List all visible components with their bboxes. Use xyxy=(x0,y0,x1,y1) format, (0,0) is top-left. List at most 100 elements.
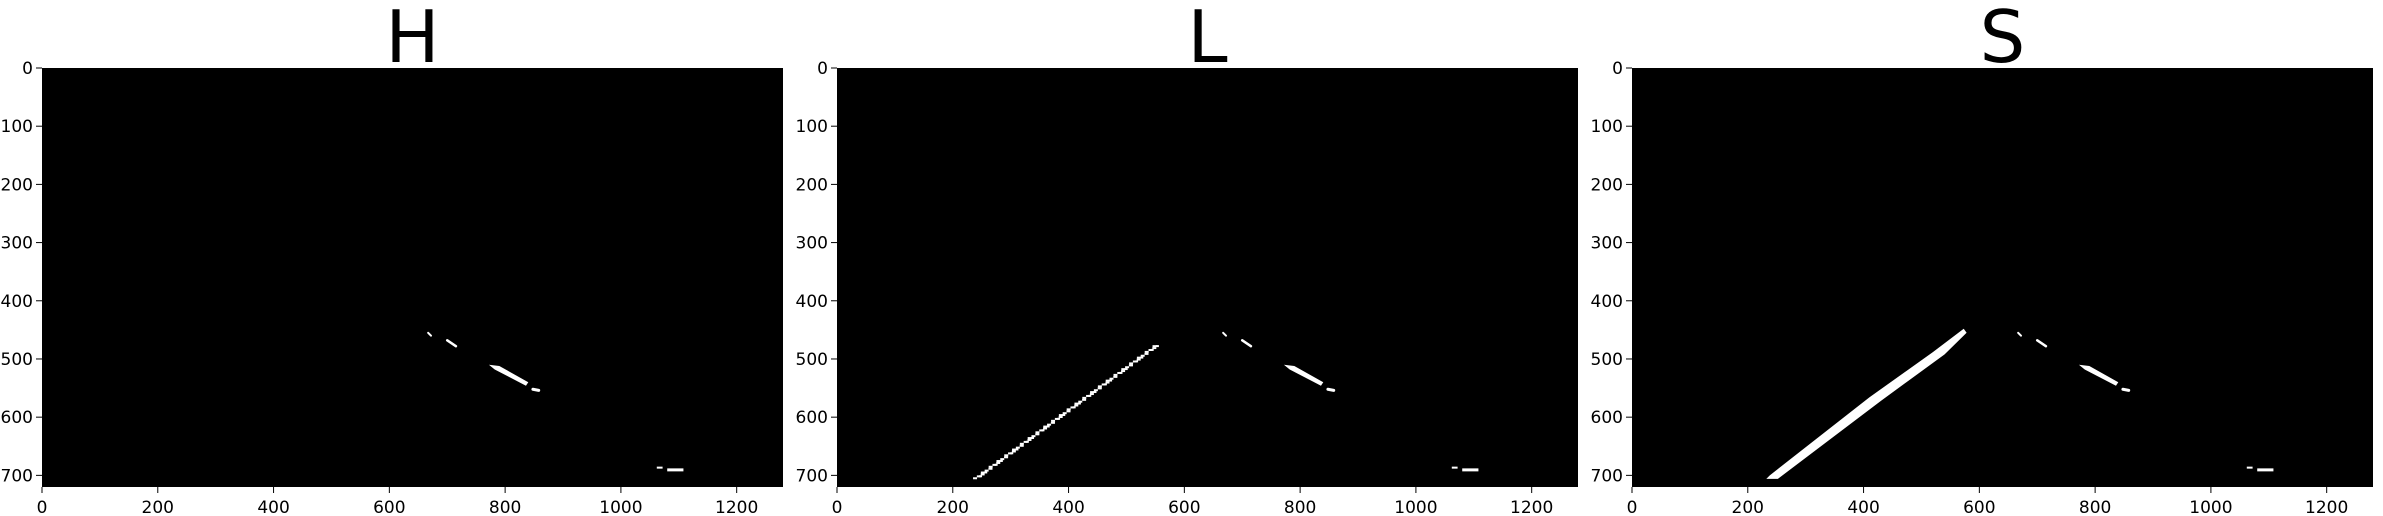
lane-dash xyxy=(488,364,529,386)
blob-segment xyxy=(1462,468,1479,472)
axes: 0 200 400 600 800 1000 1200 0 100 200 300 400 500 600… xyxy=(1591,59,2349,516)
y-tick-label: 500 xyxy=(1,350,33,370)
lane-dot xyxy=(1070,406,1075,409)
y-tick-label: 600 xyxy=(796,408,828,428)
lane-dot xyxy=(1012,448,1017,451)
x-tick-label: 1000 xyxy=(1394,498,1437,516)
panel-title: S xyxy=(1980,0,2026,79)
lane-dot xyxy=(980,471,985,474)
lane-dot xyxy=(1125,366,1130,369)
x-tick-label: 800 xyxy=(489,498,521,516)
lane-dot xyxy=(1144,350,1149,353)
x-tick-label: 1200 xyxy=(2305,498,2348,516)
lane-dash xyxy=(2121,387,2131,392)
lane-dot xyxy=(1011,450,1016,453)
lane-dot xyxy=(1015,446,1020,449)
x-tick-label: 200 xyxy=(937,498,969,516)
lane-dash xyxy=(1222,331,1228,337)
lane-dot xyxy=(1128,364,1133,367)
lane-dot xyxy=(1105,381,1110,384)
lane-dot xyxy=(1066,410,1071,413)
lane-dot xyxy=(1121,370,1126,373)
lane-dash xyxy=(445,339,458,348)
x-tick-label: 400 xyxy=(1052,498,1084,516)
x-tick-label: 0 xyxy=(832,498,843,516)
channel-image xyxy=(837,68,1578,487)
lane-dot xyxy=(1066,408,1071,411)
lane-dash xyxy=(427,331,433,337)
lane-dot xyxy=(1140,354,1145,357)
lane-dot xyxy=(1004,456,1009,459)
lane-dot xyxy=(1124,368,1128,371)
lane-dot xyxy=(1062,412,1067,415)
lane-dot xyxy=(1152,347,1157,350)
lane-dot xyxy=(1077,402,1081,405)
lane-dot xyxy=(1000,458,1005,461)
lane-dot xyxy=(1144,352,1149,355)
lane-dot xyxy=(1113,373,1118,376)
left-lane-dots xyxy=(973,345,1159,480)
lane-dot xyxy=(1155,345,1159,348)
x-tick-label: 200 xyxy=(142,498,174,516)
lane-dot xyxy=(1105,379,1110,382)
right-lane-marks xyxy=(2017,331,2131,392)
lane-dot xyxy=(1027,438,1032,441)
x-tick-label: 0 xyxy=(1627,498,1638,516)
y-tick-label: 300 xyxy=(1591,234,1623,254)
x-tick-label: 0 xyxy=(37,498,48,516)
lane-dot xyxy=(1117,371,1122,374)
lane-dot xyxy=(1093,389,1098,392)
y-tick-label: 0 xyxy=(817,59,828,79)
lane-dot xyxy=(1043,425,1048,428)
x-tick-label: 1200 xyxy=(715,498,758,516)
y-tick-label: 0 xyxy=(22,59,33,79)
lane-dot xyxy=(1019,442,1024,445)
lane-dot xyxy=(984,471,988,474)
lane-dot xyxy=(1019,444,1024,447)
y-tick-label: 100 xyxy=(796,117,828,137)
y-tick-label: 200 xyxy=(1591,175,1623,195)
blob-segment xyxy=(2246,466,2253,469)
y-tick-label: 500 xyxy=(796,350,828,370)
lane-dot xyxy=(988,467,993,470)
x-tick-label: 800 xyxy=(1284,498,1316,516)
lane-dot xyxy=(1051,419,1056,422)
lane-dot xyxy=(1023,440,1028,443)
y-tick-label: 0 xyxy=(1612,59,1623,79)
lane-dot xyxy=(1097,387,1102,390)
lane-dot xyxy=(1109,377,1114,380)
left-lane-solid xyxy=(1766,328,1967,479)
y-tick-label: 400 xyxy=(1591,292,1623,312)
lane-dot xyxy=(1015,448,1019,451)
y-tick-label: 400 xyxy=(1,292,33,312)
x-tick-label: 200 xyxy=(1732,498,1764,516)
lane-dot xyxy=(1090,391,1095,394)
lane-dot xyxy=(1136,356,1141,359)
lane-dot xyxy=(1027,437,1032,440)
x-tick-label: 600 xyxy=(373,498,405,516)
lane-dot xyxy=(1089,393,1094,396)
lane-dot xyxy=(1109,379,1113,382)
x-tick-label: 400 xyxy=(1847,498,1879,516)
lane-dot xyxy=(1093,391,1097,394)
y-tick-label: 500 xyxy=(1591,350,1623,370)
lane-dot xyxy=(992,463,997,466)
lane-dash xyxy=(531,387,541,392)
panel-h: H 0 200 400 600 800 1000 1200 0 100 200 300 400 500 60… xyxy=(1,0,783,516)
y-tick-label: 100 xyxy=(1,117,33,137)
lane-dot xyxy=(976,475,981,478)
y-tick-label: 700 xyxy=(1591,466,1623,486)
lane-dot xyxy=(1136,358,1141,361)
channel-image xyxy=(42,68,783,487)
lane-dot xyxy=(1082,398,1087,401)
x-tick-label: 600 xyxy=(1168,498,1200,516)
lane-dot xyxy=(999,459,1003,462)
lane-dot xyxy=(1082,396,1087,399)
panel-s: S 0 200 400 600 800 1000 1200 0 100 200 300 400 500 60… xyxy=(1591,0,2373,516)
x-tick-label: 1200 xyxy=(1510,498,1553,516)
lane-dot xyxy=(1047,423,1052,426)
lane-dot xyxy=(1031,435,1036,438)
lane-dot xyxy=(1129,362,1134,365)
lane-dot xyxy=(988,465,993,468)
lane-dot xyxy=(996,460,1001,463)
